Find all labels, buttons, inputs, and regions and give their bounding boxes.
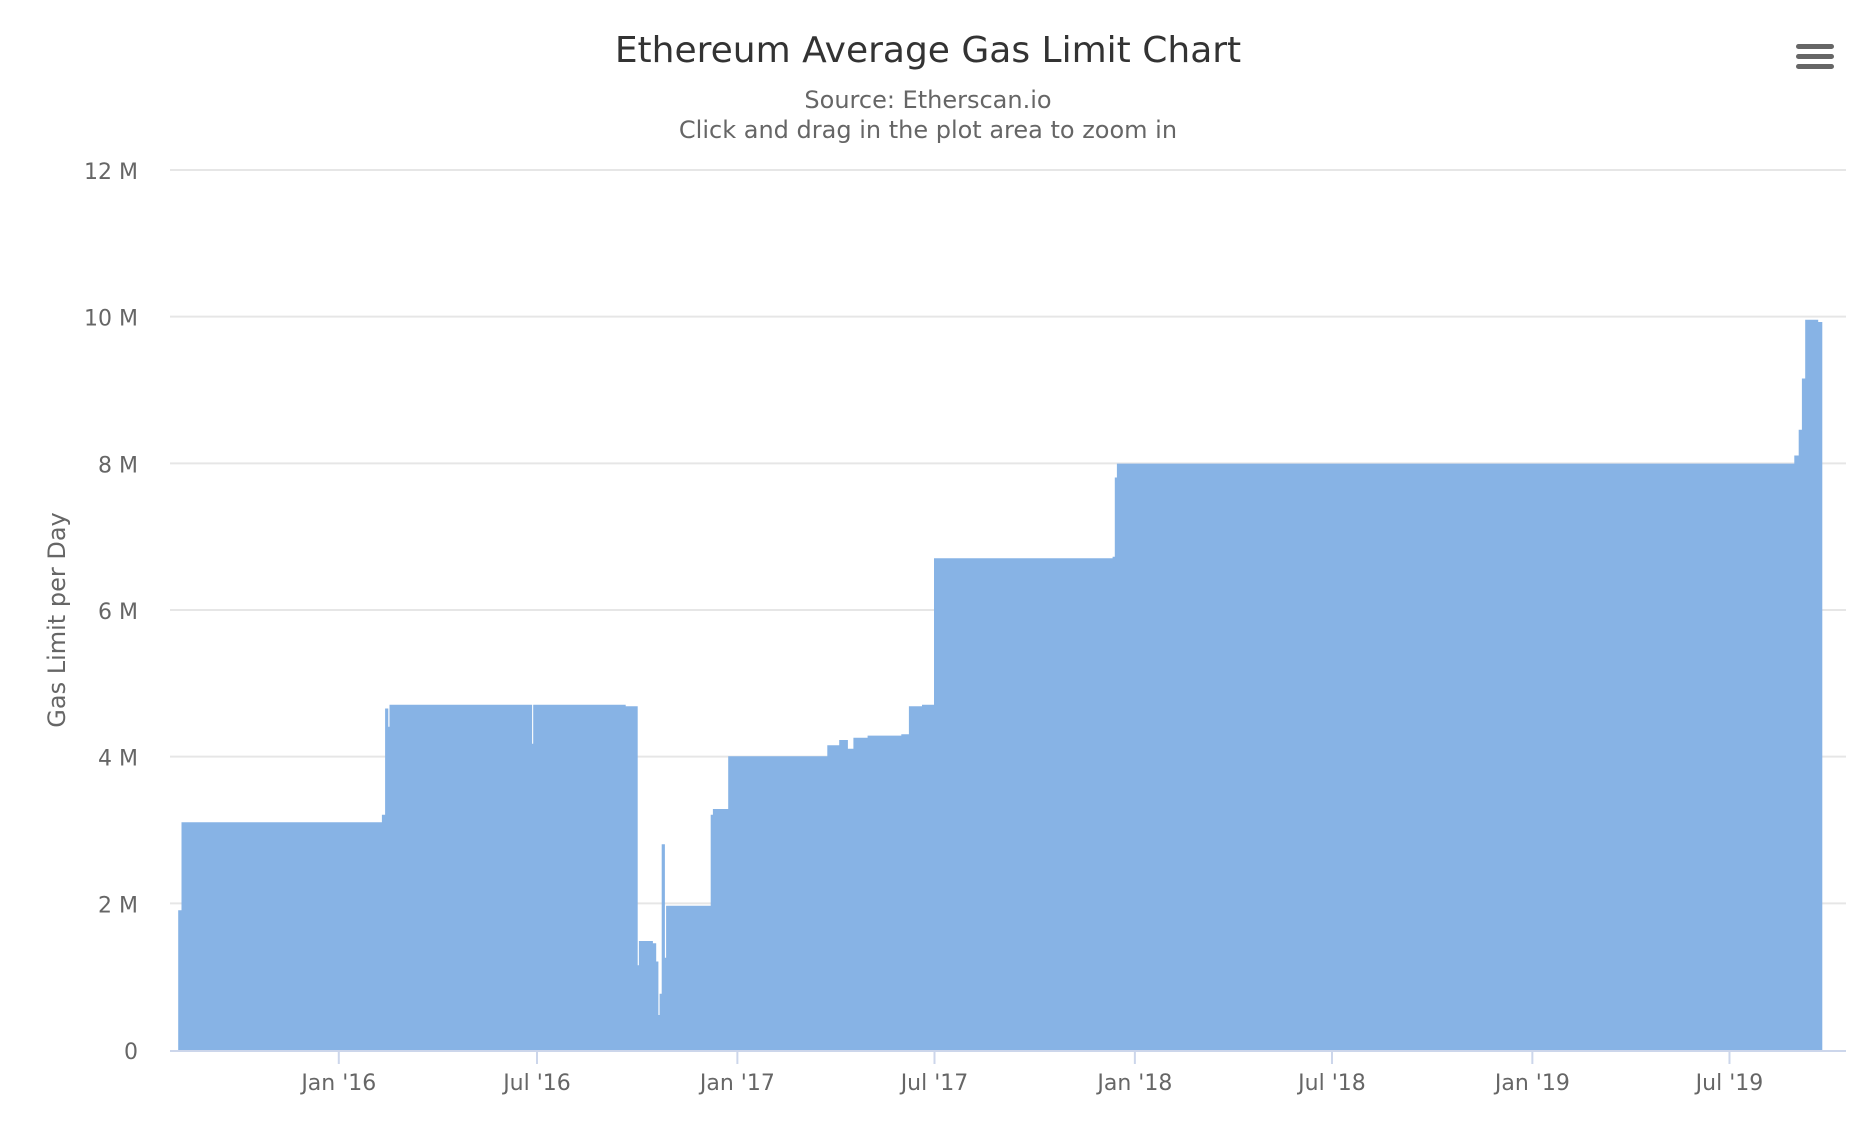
series-layer: [178, 319, 1823, 1051]
chart-subtitle-source: Source: Etherscan.io: [804, 86, 1052, 114]
x-tick-label: Jan '17: [698, 1071, 775, 1096]
x-tick-label: Jul '18: [1296, 1071, 1366, 1096]
context-menu-button[interactable]: [1796, 44, 1834, 76]
x-tick-label: Jan '19: [1493, 1071, 1570, 1096]
chart-title: Ethereum Average Gas Limit Chart: [614, 30, 1242, 71]
hamburger-menu-icon-bar: [1796, 54, 1834, 59]
hamburger-menu-icon-bar: [1796, 64, 1834, 69]
series-area: [178, 319, 1823, 1051]
x-tick-label: Jan '16: [299, 1071, 376, 1096]
x-tick-label: Jul '19: [1694, 1071, 1764, 1096]
y-tick-label: 8 M: [98, 453, 138, 478]
x-tick-label: Jan '18: [1095, 1071, 1172, 1096]
chart-subtitle-zoom-hint: Click and drag in the plot area to zoom …: [678, 116, 1178, 144]
x-tick-label: Jul '17: [899, 1071, 969, 1096]
y-tick-label: 4 M: [98, 747, 138, 772]
y-tick-label: 10 M: [84, 307, 138, 332]
hamburger-menu-icon: [1796, 44, 1834, 49]
y-tick-label: 2 M: [98, 893, 138, 918]
y-tick-label: 6 M: [98, 600, 138, 625]
y-tick-label: 0: [124, 1040, 138, 1065]
y-tick-label: 12 M: [84, 160, 138, 185]
axes: 0 2 M 4 M 6 M 8 M 10 M 12 M Jan '16 Jul '16 Jan '…: [84, 160, 1846, 1096]
y-axis-label: Gas Limit per Day: [43, 512, 71, 727]
x-tick-label: Jul '16: [501, 1071, 571, 1096]
